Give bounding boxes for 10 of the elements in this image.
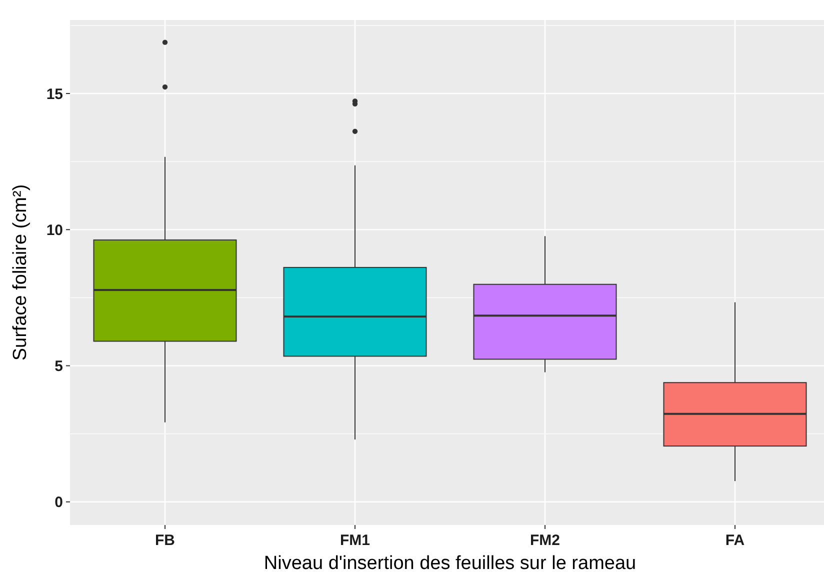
x-tick-label: FB bbox=[155, 532, 176, 549]
y-axis-title: Surface foliaire (cm²) bbox=[10, 184, 31, 361]
y-tick-label: 15 bbox=[46, 86, 63, 103]
x-tick-label: FA bbox=[725, 532, 745, 549]
x-tick-label: FM1 bbox=[340, 532, 370, 549]
y-tick-label: 10 bbox=[46, 222, 63, 239]
x-axis-title: Niveau d'insertion des feuilles sur le rameau bbox=[264, 553, 636, 572]
y-tick-label: 0 bbox=[54, 494, 63, 512]
y-tick-label: 5 bbox=[54, 358, 63, 375]
x-tick-label: FM2 bbox=[530, 532, 560, 549]
